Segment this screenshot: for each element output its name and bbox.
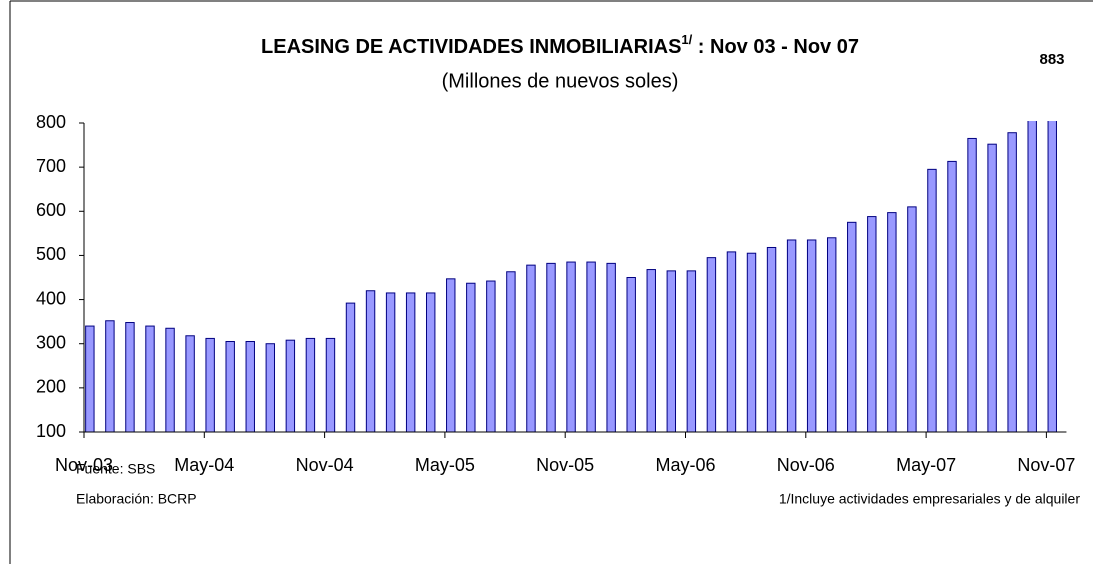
bar: [1027, 121, 1037, 433]
x-tick-label: Nov-06: [777, 455, 835, 475]
bar: [506, 271, 516, 433]
x-tick-label: Nov-03: [55, 455, 113, 475]
bar: [385, 292, 396, 433]
bar: [245, 341, 255, 433]
title-suffix: : Nov 03 - Nov 07: [692, 36, 859, 58]
bars: [85, 121, 1057, 433]
bar: [305, 337, 316, 433]
bar: [165, 327, 175, 433]
bar: [746, 252, 757, 433]
bar: [1007, 132, 1017, 433]
bar: [325, 337, 336, 433]
bar: [1047, 121, 1057, 433]
footnote: 1/Incluye actividades empresariales y de…: [779, 491, 1080, 507]
bar: [967, 137, 977, 433]
y-tick-label: 100: [36, 421, 66, 441]
y-tick-label: 600: [36, 200, 66, 220]
y-tick-label: 800: [36, 112, 66, 132]
x-tick-label: May-07: [896, 455, 956, 475]
bar: [345, 302, 356, 433]
bar: [526, 264, 536, 433]
y-tick-label: 400: [36, 288, 66, 308]
data-label: 883: [1039, 51, 1064, 68]
credit-note: Elaboración: BCRP: [76, 491, 197, 507]
bar: [546, 262, 556, 433]
bar: [446, 278, 456, 433]
chart-title: LEASING DE ACTIVIDADES INMOBILIARIAS1/ :…: [261, 32, 859, 58]
bar: [726, 251, 737, 433]
y-tick-label: 300: [36, 332, 66, 352]
bar: [606, 262, 616, 433]
bar: [927, 168, 937, 433]
bar: [826, 237, 837, 433]
bar: [225, 341, 235, 433]
bar: [867, 216, 877, 433]
y-tick-label: 200: [36, 377, 66, 397]
bar: [105, 320, 115, 433]
x-tick-label: May-04: [174, 455, 234, 475]
bar: [425, 292, 436, 433]
bar: [907, 206, 917, 433]
bar: [806, 239, 817, 433]
bar: [646, 269, 656, 433]
bar: [666, 270, 677, 433]
bar: [847, 221, 857, 433]
bar: [887, 212, 897, 433]
bar: [766, 246, 777, 433]
bar: [706, 257, 717, 433]
bar: [566, 261, 576, 433]
bar: [85, 325, 95, 433]
bar: [125, 322, 135, 433]
y-tick-label: 500: [36, 244, 66, 264]
bar: [626, 277, 636, 433]
title-main: LEASING DE ACTIVIDADES INMOBILIARIAS: [261, 36, 681, 58]
y-tick-label: 700: [36, 156, 66, 176]
bar: [365, 290, 376, 433]
x-tick-label: May-06: [655, 455, 715, 475]
title-superscript: 1/: [681, 32, 692, 47]
bar: [205, 337, 215, 433]
bar: [285, 339, 296, 433]
chart-subtitle: (Millones de nuevos soles): [442, 70, 679, 92]
bar: [786, 239, 797, 433]
bar: [947, 160, 957, 433]
bar: [586, 261, 596, 433]
bar: [486, 280, 496, 433]
bar: [987, 143, 997, 433]
x-tick-label: May-05: [415, 455, 475, 475]
bar: [405, 292, 416, 433]
bar: [466, 282, 476, 433]
source-note: Fuente: SBS: [76, 461, 155, 477]
x-tick-label: Nov-07: [1017, 455, 1075, 475]
bar: [185, 335, 195, 433]
bar: [265, 343, 276, 433]
bar: [686, 270, 697, 433]
x-tick-label: Nov-04: [296, 455, 354, 475]
bar: [145, 325, 155, 433]
x-tick-label: Nov-05: [536, 455, 594, 475]
